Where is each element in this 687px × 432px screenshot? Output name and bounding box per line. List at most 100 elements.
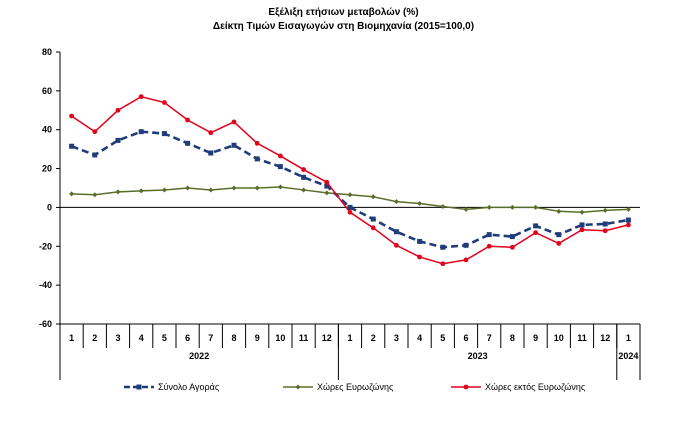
x-tick-label: 4 — [139, 333, 144, 343]
data-point — [301, 174, 307, 180]
data-point — [463, 257, 469, 263]
data-point — [92, 129, 98, 135]
data-point — [440, 261, 446, 267]
data-point — [509, 234, 515, 240]
data-point — [92, 152, 98, 158]
data-point — [162, 100, 167, 105]
data-point — [347, 209, 353, 215]
data-point — [138, 94, 144, 100]
legend: Σύνολο Αγοράς Χώρες Ευρωζώνης Χώρες εκτός … — [124, 382, 586, 392]
series-0 — [69, 129, 631, 250]
x-tick-label: 1 — [626, 333, 631, 343]
data-point — [417, 238, 423, 244]
data-point — [486, 243, 492, 249]
data-point — [254, 185, 260, 191]
data-point — [533, 204, 539, 210]
x-tick-label: 8 — [510, 333, 515, 343]
legend-entry-1: Χώρες Ευρωζώνης — [283, 382, 394, 392]
data-point — [185, 117, 191, 123]
data-point — [277, 184, 283, 190]
legend-marker — [295, 384, 301, 390]
data-point — [370, 216, 376, 222]
data-point — [393, 229, 399, 235]
series-line — [71, 95, 629, 265]
data-point — [277, 164, 283, 170]
data-point — [208, 187, 214, 193]
data-point — [579, 227, 585, 233]
x-tick-label: 9 — [255, 333, 260, 343]
data-point — [185, 185, 191, 191]
legend-entry-2: Χώρες εκτός Ευρωζώνης — [451, 382, 586, 392]
legend-label: Χώρες εκτός Ευρωζώνης — [485, 382, 586, 392]
data-point — [556, 208, 562, 214]
legend-marker — [136, 384, 142, 390]
y-tick-label: 0 — [47, 202, 52, 212]
data-point — [324, 183, 330, 189]
x-tick-label: 2 — [371, 333, 376, 343]
data-point — [231, 119, 237, 125]
data-point — [463, 242, 469, 248]
data-point — [510, 244, 515, 250]
legend-label: Σύνολο Αγοράς — [158, 382, 220, 392]
data-point — [556, 232, 562, 238]
x-tick-label: 11 — [299, 333, 309, 343]
data-point — [301, 187, 307, 193]
x-tick-label: 3 — [394, 333, 399, 343]
data-point — [185, 140, 191, 146]
data-point — [486, 204, 492, 210]
x-tick-label: 1 — [69, 333, 74, 343]
data-point — [579, 222, 585, 228]
data-point — [324, 179, 330, 185]
data-point — [417, 201, 423, 207]
legend-marker — [463, 384, 469, 390]
data-point — [254, 156, 260, 162]
data-point — [370, 225, 376, 231]
data-point — [417, 254, 422, 260]
data-point — [69, 143, 75, 149]
x-tick-label: 7 — [208, 333, 213, 343]
data-point — [92, 192, 98, 198]
y-tick-label: 40 — [42, 125, 52, 135]
data-point — [509, 204, 515, 210]
data-point — [602, 221, 608, 227]
data-point — [626, 222, 631, 228]
data-point — [161, 131, 167, 137]
data-point — [231, 142, 237, 148]
x-tick-label: 11 — [577, 333, 587, 343]
series-1 — [69, 184, 631, 215]
year-label: 2022 — [189, 351, 209, 361]
chart-title: Εξέλιξη ετήσιων μεταβολών (%) — [268, 7, 418, 18]
x-tick-label: 6 — [185, 333, 190, 343]
x-tick-label: 10 — [554, 333, 564, 343]
data-point — [347, 192, 353, 198]
x-tick-label: 12 — [600, 333, 610, 343]
data-point — [208, 130, 214, 136]
data-point — [394, 242, 399, 248]
x-tick-label: 6 — [463, 333, 468, 343]
x-tick-label: 12 — [322, 333, 332, 343]
x-tick-label: 8 — [231, 333, 236, 343]
x-tick-label: 10 — [275, 333, 285, 343]
data-point — [533, 223, 539, 229]
x-tick-label: 7 — [487, 333, 492, 343]
y-tick-label: 20 — [42, 164, 52, 174]
series-2 — [69, 94, 631, 267]
data-point — [602, 228, 608, 234]
data-point — [278, 153, 283, 159]
y-tick-label: -40 — [39, 280, 52, 290]
data-point — [533, 230, 538, 236]
x-tick-label: 3 — [115, 333, 120, 343]
data-point — [440, 203, 446, 209]
data-point — [301, 167, 306, 172]
data-point — [115, 189, 121, 195]
series-line — [71, 130, 629, 249]
data-point — [602, 207, 608, 213]
y-tick-label: 80 — [42, 47, 52, 57]
y-axis: -60 -40 -20 0 20 40 60 80 — [39, 47, 61, 329]
data-point — [463, 206, 469, 212]
data-point — [347, 204, 353, 210]
year-label: 2023 — [468, 351, 488, 361]
data-point — [556, 240, 562, 246]
data-point — [161, 187, 167, 193]
